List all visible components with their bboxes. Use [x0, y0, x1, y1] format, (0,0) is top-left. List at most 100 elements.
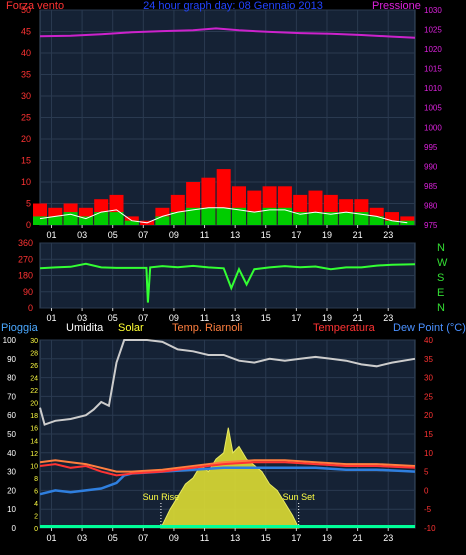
average-wind-bar: [109, 212, 124, 225]
average-wind-bar: [78, 216, 93, 225]
temperature-ytick-label: 25: [424, 392, 433, 401]
temperature-line: [39, 461, 416, 477]
temperature-xtick-label: 23: [383, 533, 393, 543]
temperature-legend: Pioggia Umidita Solar Temp. Riarnoli Tempera…: [1, 322, 466, 334]
wind-direction-line: [39, 262, 416, 303]
legend-label: Dew Point (°C): [393, 322, 466, 334]
wind-direction-grid: [40, 242, 415, 309]
pressure-line: [39, 27, 416, 39]
average-wind-bar: [293, 212, 308, 225]
direction-ytick-label: 0: [28, 303, 33, 313]
direction-xtick-label: 07: [138, 313, 148, 323]
legend-label: Pioggia: [1, 322, 39, 334]
percent-ytick-label: 100: [3, 336, 17, 345]
average-wind-bar: [369, 216, 384, 225]
percent-ytick-label: 70: [7, 392, 16, 401]
wind-xtick-label: 13: [230, 230, 240, 240]
wind-pressure-axes: 0510152025303540455097598098599099510001…: [21, 5, 442, 240]
solar-ytick-label: 28: [30, 351, 38, 358]
compass-label: E: [437, 287, 444, 299]
wind-xtick-label: 21: [353, 230, 363, 240]
direction-xtick-label: 05: [108, 313, 118, 323]
average-wind-bar: [354, 212, 369, 225]
direction-xtick-label: 09: [169, 313, 179, 323]
temperature-ytick-label: 10: [424, 449, 433, 458]
wind-xtick-label: 11: [200, 230, 209, 240]
rain-line: [40, 525, 415, 528]
average-wind-bar: [94, 212, 109, 225]
wind-pressure-grid: [40, 9, 415, 226]
wind-ytick-label: 0: [26, 220, 31, 230]
legend-label: Temp. Riarnoli: [172, 322, 242, 334]
solar-ytick-label: 26: [30, 363, 38, 370]
pressure-ytick-label: 1000: [424, 123, 442, 132]
pressure-ytick-label: 1015: [424, 65, 442, 74]
average-wind-bar: [277, 207, 292, 225]
pressure-ytick-label: 980: [424, 201, 438, 210]
percent-ytick-label: 20: [7, 486, 16, 495]
temperature-series: Sun Rise Sun Set: [39, 339, 416, 529]
direction-xtick-label: 19: [322, 313, 332, 323]
average-wind-bar: [323, 212, 338, 225]
direction-ytick-label: 180: [18, 271, 33, 281]
average-wind-bar: [186, 207, 201, 225]
temperature-xtick-label: 13: [230, 533, 240, 543]
average-wind-line: [39, 207, 408, 224]
solar-ytick-label: 18: [30, 413, 38, 420]
average-wind-bar: [124, 220, 139, 225]
solar-ytick-label: 20: [30, 401, 38, 408]
solar-ytick-label: 24: [30, 376, 38, 383]
average-wind-bar: [232, 207, 246, 225]
percent-ytick-label: 40: [7, 449, 16, 458]
solar-ytick-label: 30: [30, 338, 38, 345]
wind-ytick-label: 40: [21, 48, 31, 58]
solar-ytick-label: 6: [34, 488, 38, 495]
average-wind-bar: [339, 212, 354, 225]
wind-ytick-label: 15: [21, 156, 31, 166]
temperature-ytick-label: 0: [424, 486, 429, 495]
wind-xtick-label: 15: [261, 230, 271, 240]
pressure-ytick-label: 990: [424, 162, 438, 171]
wind-ytick-label: 45: [21, 27, 31, 37]
temperature-axes: 0102030405060708090100024681012141618202…: [3, 336, 436, 543]
temperature-xtick-label: 07: [138, 533, 148, 543]
average-wind-bar: [308, 212, 323, 225]
average-wind-bar: [216, 207, 231, 225]
average-wind-bar: [247, 212, 262, 225]
temperature-xtick-label: 17: [291, 533, 301, 543]
percent-ytick-label: 30: [7, 468, 16, 477]
pressure-ytick-label: 975: [424, 221, 438, 230]
sunset-label: Sun Set: [283, 492, 316, 502]
wind-xtick-label: 19: [322, 230, 332, 240]
temperature-ytick-label: -10: [424, 524, 436, 533]
pressure-ytick-label: 1025: [424, 26, 442, 35]
pressure-ytick-label: 1010: [424, 84, 442, 93]
temperature-ytick-label: 20: [424, 411, 433, 420]
pressure-ytick-label: 1005: [424, 104, 442, 113]
compass-label: W: [437, 257, 448, 269]
wind-ytick-label: 30: [21, 91, 31, 101]
temperature-xtick-label: 19: [322, 533, 332, 543]
average-wind-bar: [201, 207, 216, 225]
compass-label: S: [437, 272, 444, 284]
wind-pressure-panel: 0510152025303540455097598098599099510001…: [6, 0, 442, 240]
compass-label: N: [437, 242, 445, 254]
legend-label: Temperatura: [313, 322, 376, 334]
pressure-axis-label: Pressione: [372, 0, 421, 12]
solar-area: [160, 427, 300, 529]
temperature-ytick-label: 5: [424, 468, 429, 477]
temperature-ytick-label: 30: [424, 374, 433, 383]
wind-xtick-label: 17: [291, 230, 301, 240]
wind-axis-label: Forza vento: [6, 0, 64, 12]
solar-ytick-label: 4: [34, 501, 38, 508]
chart-title: 24 hour graph day: 08 Gennaio 2013: [143, 0, 323, 12]
wind-xtick-label: 03: [77, 230, 87, 240]
temperature-xtick-label: 15: [261, 533, 271, 543]
legend-label: Solar: [118, 322, 144, 334]
legend-label: Umidita: [66, 322, 104, 334]
temperature-xtick-label: 21: [353, 533, 363, 543]
solar-ytick-label: 14: [30, 438, 38, 445]
wind-ytick-label: 50: [21, 5, 31, 15]
pressure-ytick-label: 985: [424, 182, 438, 191]
